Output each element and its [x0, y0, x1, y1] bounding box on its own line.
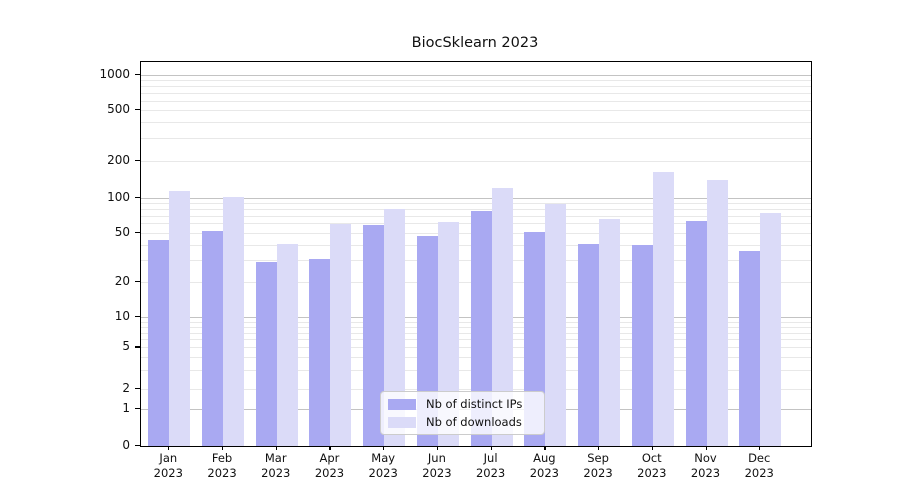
- y-tick-label-50: 50: [114, 224, 130, 239]
- major-gridline-1000: [141, 75, 811, 76]
- bar-distinct-ips-sep: [578, 243, 600, 446]
- y-tick-mark: [135, 109, 140, 111]
- bar-distinct-ips-oct: [631, 245, 653, 446]
- bar-downloads-aug: [545, 204, 567, 446]
- y-tick-label-20: 20: [114, 274, 130, 288]
- y-tick-label-10: 10: [114, 308, 130, 323]
- x-tick-mark: [490, 446, 492, 450]
- chart-title: BiocSklearn 2023: [411, 35, 539, 51]
- y-tick-mark: [135, 160, 140, 162]
- minor-gridline-600: [141, 100, 811, 102]
- minor-gridline-200: [141, 161, 811, 163]
- bar-distinct-ips-jul: [470, 211, 492, 446]
- bar-downloads-apr: [330, 223, 352, 446]
- x-tick-label-may: May 2023: [368, 451, 398, 480]
- legend: Nb of distinct IPs Nb of downloads: [380, 391, 545, 435]
- y-tick-label-1000: 1000: [99, 67, 130, 81]
- x-tick-mark: [436, 446, 439, 450]
- x-tick-label-apr: Apr 2023: [314, 451, 345, 480]
- y-tick-mark: [135, 74, 140, 76]
- bar-distinct-ips-apr: [309, 258, 331, 446]
- bar-downloads-sep: [599, 219, 621, 446]
- x-tick-mark: [329, 446, 331, 450]
- bar-downloads-oct: [652, 172, 674, 446]
- minor-gridline-80: [141, 208, 811, 210]
- legend-entry-0: Nb of distinct IPs: [381, 397, 544, 411]
- minor-gridline-500: [141, 110, 811, 111]
- minor-gridline-90: [141, 202, 811, 204]
- x-tick-mark: [544, 446, 546, 450]
- x-tick-label-jan: Jan 2023: [153, 451, 183, 480]
- legend-label: Nb of distinct IPs: [426, 397, 523, 411]
- bar-downloads-jun: [437, 222, 459, 446]
- minor-gridline-300: [141, 138, 811, 140]
- bar-distinct-ips-feb: [202, 231, 224, 446]
- bar-distinct-ips-nov: [685, 220, 707, 446]
- bar-downloads-feb: [223, 196, 245, 446]
- x-tick-label-jun: Jun 2023: [422, 451, 452, 480]
- y-tick-label-0: 0: [122, 437, 130, 452]
- x-tick-mark: [759, 446, 761, 450]
- x-tick-mark: [222, 446, 224, 450]
- x-tick-label-nov: Nov 2023: [690, 451, 721, 480]
- minor-gridline-700: [141, 93, 811, 95]
- bar-downloads-nov: [706, 179, 728, 446]
- x-tick-label-sep: Sep 2023: [583, 451, 613, 480]
- bar-distinct-ips-jan: [148, 239, 170, 446]
- x-tick-label-oct: Oct 2023: [637, 451, 667, 480]
- x-tick-mark: [168, 446, 170, 450]
- plot-area: Nb of distinct IPs Nb of downloads: [140, 61, 812, 447]
- minor-gridline-900: [141, 80, 811, 82]
- legend-swatch-icon: [388, 416, 416, 428]
- y-tick-label-500: 500: [107, 102, 130, 116]
- y-tick-mark: [135, 196, 140, 198]
- bar-downloads-jan: [169, 190, 191, 446]
- y-tick-mark: [135, 387, 140, 389]
- minor-gridline-800: [141, 86, 811, 88]
- y-tick-mark: [135, 231, 140, 233]
- y-tick-mark: [135, 281, 140, 283]
- bar-downloads-may: [384, 209, 406, 446]
- legend-swatch-icon: [388, 398, 416, 410]
- y-tick-mark: [135, 444, 140, 446]
- y-tick-label-100: 100: [107, 189, 130, 204]
- y-tick-label-1: 1: [122, 400, 130, 415]
- bar-downloads-mar: [276, 243, 298, 446]
- x-tick-mark: [651, 446, 653, 450]
- y-tick-label-200: 200: [107, 153, 130, 168]
- x-tick-mark: [383, 446, 385, 450]
- y-tick-label-5: 5: [122, 339, 130, 354]
- bar-distinct-ips-dec: [739, 250, 761, 446]
- legend-label: Nb of downloads: [426, 415, 522, 429]
- y-tick-mark: [135, 407, 140, 410]
- x-tick-mark: [275, 446, 277, 450]
- x-tick-mark: [705, 446, 707, 450]
- x-tick-mark: [598, 446, 600, 450]
- bar-downloads-jul: [491, 187, 513, 446]
- bar-downloads-dec: [760, 213, 782, 446]
- minor-gridline-400: [141, 122, 811, 124]
- y-tick-label-2: 2: [122, 380, 130, 395]
- y-tick-mark: [135, 315, 140, 318]
- bar-distinct-ips-mar: [255, 262, 277, 446]
- y-tick-mark: [135, 346, 140, 348]
- x-tick-label-dec: Dec 2023: [744, 451, 774, 480]
- legend-entry-1: Nb of downloads: [381, 415, 544, 429]
- x-tick-label-aug: Aug 2023: [529, 451, 559, 480]
- major-gridline-100: [141, 197, 811, 199]
- x-tick-label-feb: Feb 2023: [207, 451, 237, 480]
- bar-distinct-ips-may: [363, 224, 385, 446]
- x-tick-label-jul: Jul 2023: [475, 451, 506, 480]
- x-tick-label-mar: Mar 2023: [261, 451, 291, 480]
